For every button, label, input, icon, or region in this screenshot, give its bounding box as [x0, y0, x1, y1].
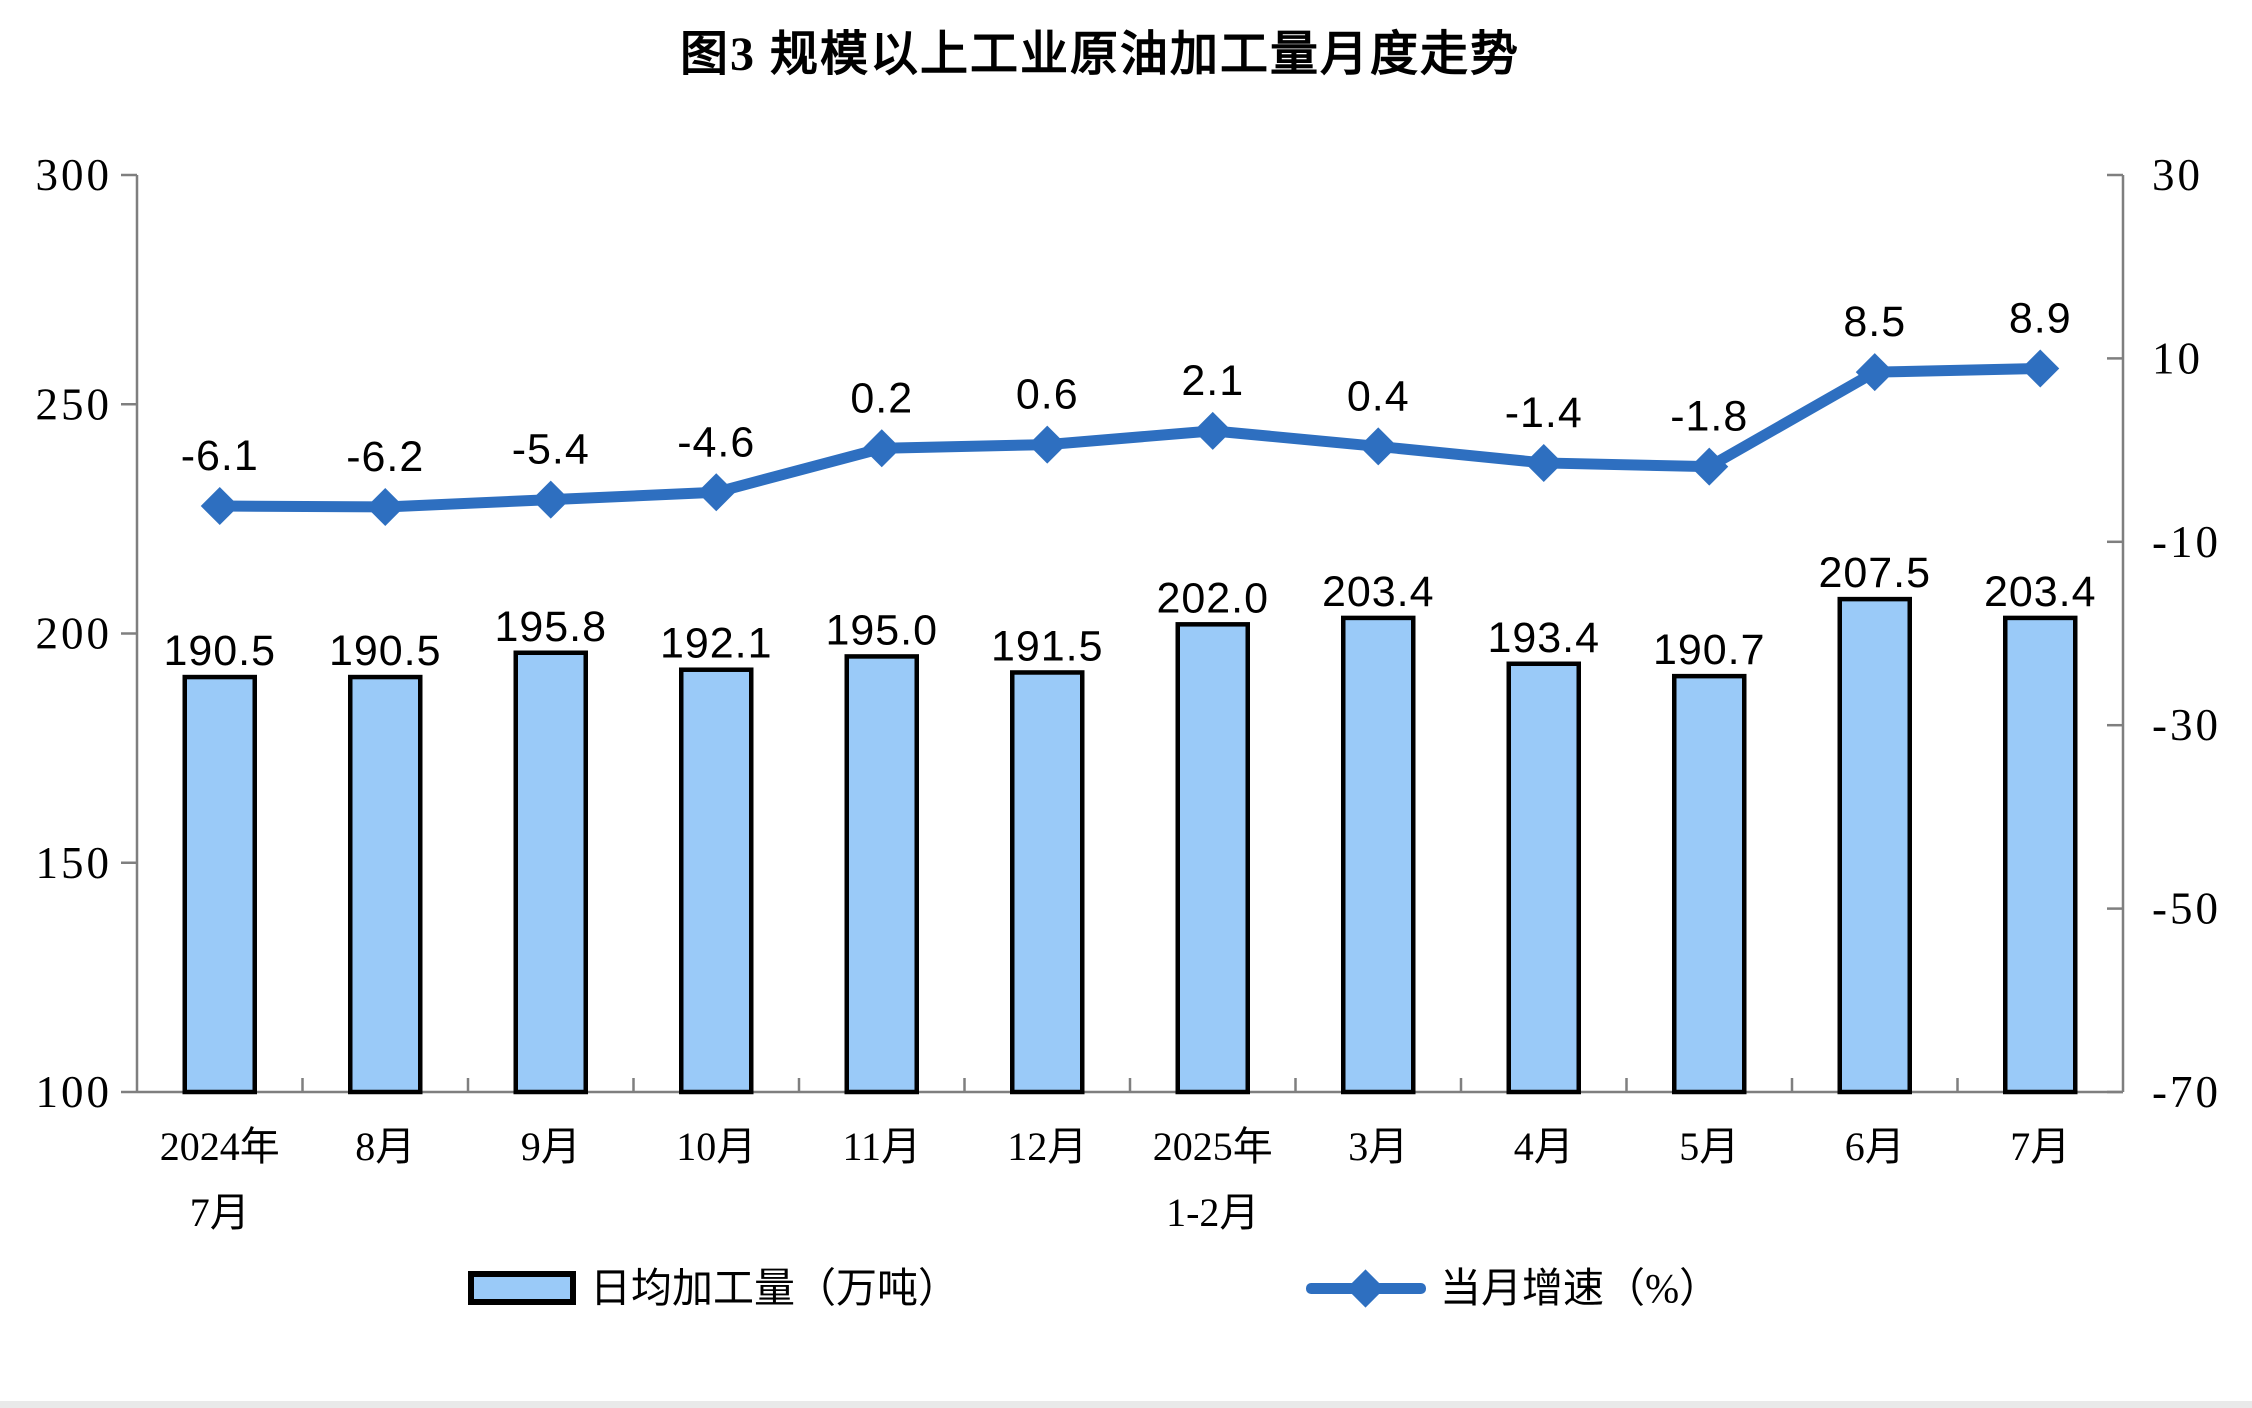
bar-series-label: 日均加工量（万吨） [590, 1265, 959, 1311]
line-value-label: -1.8 [1670, 393, 1748, 441]
x-axis-category-label: 2025年 [1153, 1124, 1273, 1169]
line-value-label: 8.9 [2009, 294, 2072, 342]
bar-series-swatch-icon [468, 1271, 576, 1305]
bar-value-label: 193.4 [1487, 614, 1600, 662]
right-axis-tick-label: -50 [2152, 884, 2221, 934]
legend: 日均加工量（万吨） 当月增速（%） [0, 1258, 2252, 1328]
left-axis-tick-label: 150 [36, 838, 113, 888]
bar [182, 674, 257, 1095]
bar [844, 654, 919, 1095]
x-axis-category-label: 5月 [1679, 1124, 1739, 1169]
line-series-label: 当月增速（%） [1440, 1265, 1721, 1311]
bar [513, 650, 588, 1095]
bar [2003, 615, 2078, 1095]
x-axis-category-label: 7月 [2010, 1124, 2070, 1169]
line-point-marker [1690, 447, 1729, 486]
bar-value-label: 203.4 [1984, 568, 2097, 616]
line-point-marker [200, 487, 239, 526]
diamond-marker-icon [1346, 1269, 1385, 1308]
bottom-divider [0, 1401, 2252, 1408]
bar [1010, 670, 1085, 1095]
line-point-marker [1524, 443, 1563, 482]
line-value-label: 8.5 [1843, 298, 1906, 346]
bar [1837, 596, 1912, 1095]
right-axis-tick-label: -10 [2152, 517, 2221, 567]
x-axis-category-label: 12月 [1007, 1124, 1087, 1169]
line-point-marker [1359, 427, 1398, 466]
left-axis-tick-label: 250 [36, 379, 113, 429]
line-point-marker [697, 473, 736, 512]
line-point-marker [1855, 353, 1894, 392]
x-axis-category-label: 6月 [1845, 1124, 1905, 1169]
line-point-marker [531, 480, 570, 519]
bar-value-label: 195.8 [494, 603, 607, 651]
bar [1672, 673, 1747, 1095]
x-axis-category-label: 4月 [1514, 1124, 1574, 1169]
line-point-marker [862, 429, 901, 468]
bar-value-label: 202.0 [1156, 574, 1269, 622]
right-axis-tick-label: -30 [2152, 700, 2221, 750]
line-value-label: -6.2 [346, 433, 424, 481]
growth-line [214, 362, 2046, 513]
x-axis-category-label: 2024年 [160, 1124, 280, 1169]
bar-value-label: 203.4 [1322, 568, 1435, 616]
bar [679, 667, 754, 1095]
right-axis-tick-label: 10 [2152, 333, 2203, 383]
x-axis-category-label: 11月 [842, 1124, 921, 1169]
legend-item-line-series: 当月增速（%） [1306, 1258, 1720, 1318]
legend-item-bar-series: 日均加工量（万吨） [468, 1258, 959, 1318]
line-value-label: -4.6 [677, 418, 755, 466]
line-value-label: -1.4 [1505, 389, 1583, 437]
line-value-label: -5.4 [512, 426, 590, 474]
line-point-marker [1193, 411, 1232, 450]
line-value-label: 0.4 [1347, 372, 1410, 420]
bar-value-label: 190.5 [329, 627, 442, 675]
line-series-swatch-icon [1306, 1268, 1426, 1308]
bar-value-label: 191.5 [991, 622, 1104, 670]
bar [1506, 661, 1581, 1095]
bar [1175, 622, 1250, 1095]
x-axis-category-label: 8月 [355, 1124, 415, 1169]
x-axis-category-label: 1-2月 [1166, 1190, 1259, 1235]
x-axis-category-label: 7月 [190, 1190, 250, 1235]
line-point-marker [1028, 425, 1067, 464]
line-value-label: 0.2 [850, 374, 913, 422]
line-point-marker [2021, 349, 2060, 388]
bar-value-label: 207.5 [1818, 549, 1931, 597]
bar [1341, 615, 1416, 1095]
bar-value-label: 190.7 [1653, 626, 1766, 674]
line-value-label: 2.1 [1181, 357, 1244, 405]
right-axis-tick-label: -70 [2152, 1067, 2221, 1117]
x-axis-category-label: 9月 [521, 1124, 581, 1169]
left-axis-tick-label: 100 [36, 1067, 113, 1117]
bar [348, 674, 423, 1095]
x-axis-category-label: 3月 [1348, 1124, 1408, 1169]
bar-value-label: 190.5 [163, 627, 276, 675]
left-axis-tick-label: 300 [36, 150, 113, 200]
right-axis-tick-label: 30 [2152, 150, 2203, 200]
bar-value-label: 195.0 [825, 606, 938, 654]
line-point-marker [366, 487, 405, 526]
line-value-label: 0.6 [1016, 371, 1079, 419]
bar-value-label: 192.1 [660, 620, 773, 668]
left-axis-tick-label: 200 [36, 609, 113, 659]
x-axis-category-label: 10月 [676, 1124, 756, 1169]
line-value-label: -6.1 [181, 432, 259, 480]
chart-title: 图3 规模以上工业原油加工量月度走势 [679, 28, 1520, 81]
